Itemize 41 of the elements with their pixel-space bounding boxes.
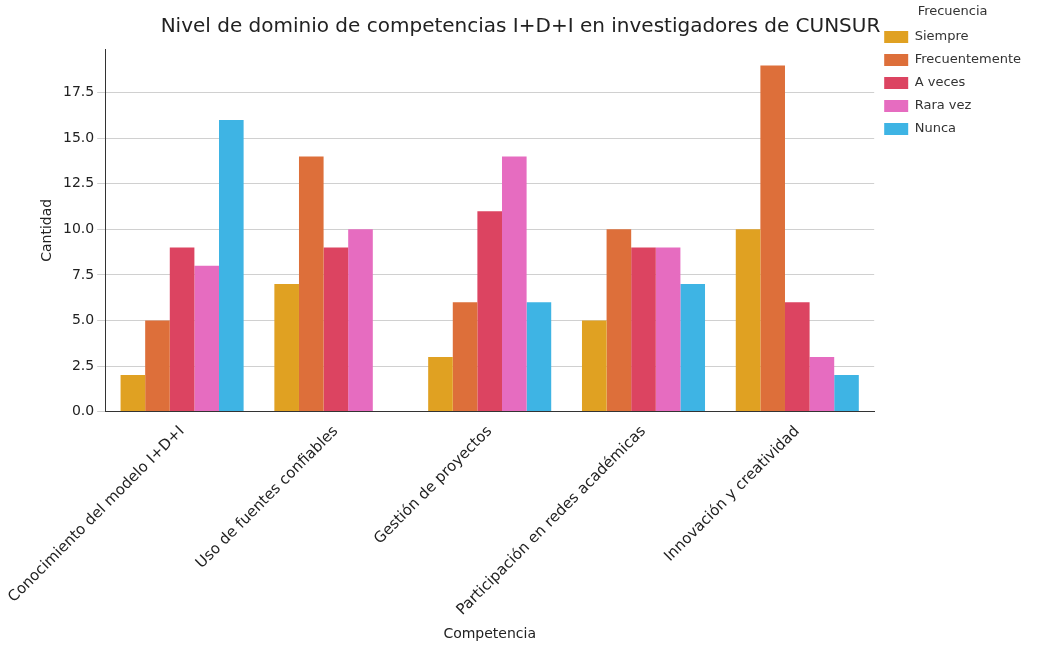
- bar: [760, 65, 785, 412]
- bar: [428, 356, 453, 412]
- bar: [680, 284, 706, 412]
- bar: [169, 247, 195, 412]
- bar: [219, 120, 244, 412]
- legend-label: Siempre: [914, 28, 969, 44]
- bar: [735, 229, 761, 412]
- bar: [477, 211, 502, 412]
- legend-label: Rara vez: [914, 97, 972, 113]
- bar: [809, 356, 835, 412]
- y-tick-label: 17.5: [63, 83, 95, 100]
- y-tick-label: 5.0: [71, 311, 95, 328]
- x-axis-title: Competencia: [443, 625, 537, 642]
- legend-label: Nunca: [914, 120, 957, 136]
- legend-label: Frecuentemente: [914, 51, 1022, 67]
- bar: [784, 302, 810, 412]
- bar: [631, 247, 656, 412]
- bar: [194, 265, 219, 412]
- y-tick-label: 7.5: [71, 265, 95, 282]
- legend-title: Frecuencia: [917, 2, 988, 18]
- chart-title: Nivel de dominio de competencias I+D+I en investigadores de CUNSUR: [160, 13, 881, 38]
- legend-label: A veces: [914, 74, 966, 90]
- bar: [655, 247, 681, 412]
- bar: [274, 284, 299, 412]
- bar: [298, 156, 324, 412]
- bar: [502, 156, 527, 412]
- bar: [452, 302, 478, 412]
- bar: [834, 375, 859, 412]
- bar: [145, 320, 170, 412]
- y-tick-label: 15.0: [63, 128, 95, 145]
- bar: [526, 302, 552, 412]
- bar: [348, 229, 373, 412]
- bar: [606, 229, 632, 412]
- y-axis-title: Cantidad: [38, 198, 55, 262]
- bar: [323, 247, 349, 412]
- y-tick-label: 10.0: [63, 220, 95, 237]
- y-tick-label: 12.5: [63, 174, 95, 191]
- bar: [120, 375, 146, 412]
- y-tick-label: 2.5: [71, 356, 95, 373]
- bar: [581, 320, 607, 412]
- y-tick-label: 0.0: [71, 402, 95, 419]
